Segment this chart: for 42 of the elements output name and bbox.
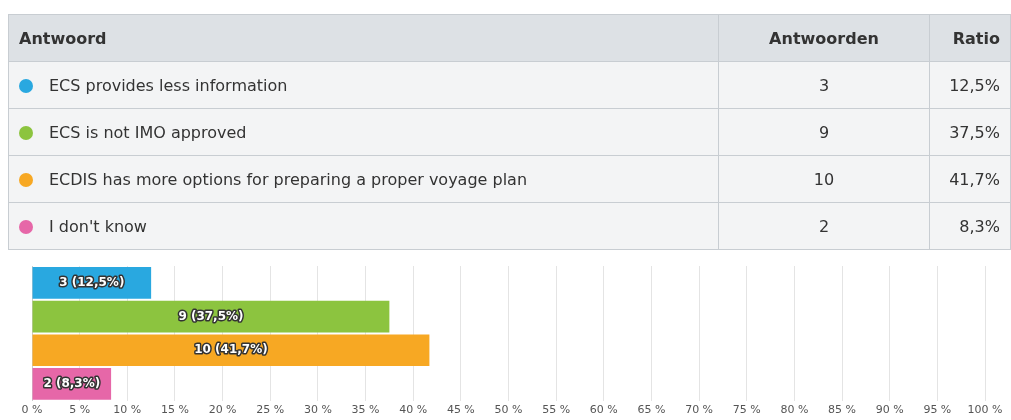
data-label: 2 (8,3%) [43,376,101,391]
x-tick-label: 5 % [69,403,91,417]
x-tick-label: 30 % [303,403,332,417]
x-tick-label: 40 % [399,403,428,417]
text: I don't know [8,202,719,250]
text: 2 [718,202,930,250]
x-tick-label: 80 % [780,403,809,417]
text: ECS provides less information [8,61,719,109]
text: ECDIS has more options for preparing a proper voyage plan [8,155,719,203]
x-tick-label: 70 % [685,403,714,417]
x-tick-label: 75 % [732,403,761,417]
x-tick-label: 20 % [208,403,237,417]
text: 41,7% [929,155,1011,203]
x-tick-label: 85 % [828,403,857,417]
text: 8,3% [929,202,1011,250]
text: ECS is not IMO approved [8,108,719,156]
x-tick-label: 0 % [21,403,43,417]
bar [32,300,390,333]
data-label: 9 (37,5%) [178,308,244,323]
x-tick-label: 90 % [875,403,904,417]
x-tick-label: 35 % [351,403,380,417]
x-tick-label: 25 % [256,403,285,417]
x-tick-label: 65 % [637,403,666,417]
text: 9 [718,108,930,156]
x-tick-label: 100 % [967,403,1003,417]
x-tick-label: 45 % [446,403,475,417]
bar [32,334,430,367]
text: Antwoord [8,14,719,62]
text: 12,5% [929,61,1011,109]
x-tick-label: 60 % [589,403,618,417]
text: 37,5% [929,108,1011,156]
x-tick-label: 50 % [494,403,523,417]
x-tick-label: 95 % [923,403,952,417]
data-label: 3 (12,5%) [59,274,125,289]
data-label: 10 (41,7%) [194,342,268,357]
x-tick-label: 15 % [160,403,189,417]
x-tick-label: 10 % [113,403,142,417]
text: Ratio [929,14,1011,62]
x-tick-label: 55 % [542,403,571,417]
text: 10 [718,155,930,203]
text: 3 [718,61,930,109]
text: Antwoorden [718,14,930,62]
